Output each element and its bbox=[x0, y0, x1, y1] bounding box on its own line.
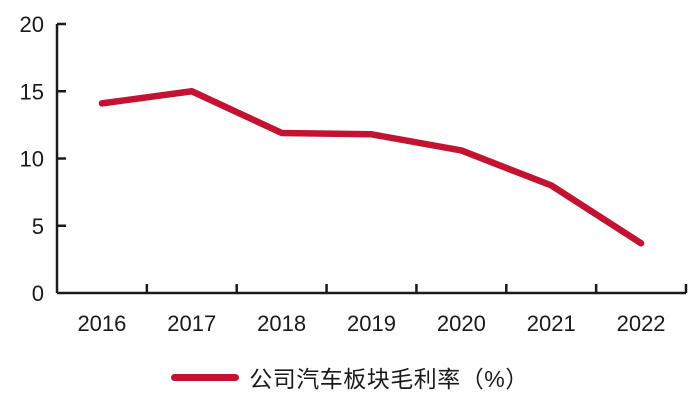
gross-margin-line bbox=[98, 88, 645, 247]
legend-label: 公司汽车板块毛利率（%） bbox=[249, 366, 529, 392]
legend-line-swatch bbox=[171, 373, 240, 381]
y-tick-label: 0 bbox=[32, 281, 44, 306]
y-tick-label: 20 bbox=[20, 12, 44, 37]
y-tick-label: 15 bbox=[20, 79, 44, 104]
line-chart: 0 5 10 15 20 2016 2017 2018 2019 2020 2021 2022 bbox=[20, 12, 688, 336]
x-tick-label: 2022 bbox=[617, 311, 666, 336]
y-tick-label: 10 bbox=[20, 147, 44, 172]
legend: 公司汽车板块毛利率（%） bbox=[0, 360, 700, 394]
y-tick-label: 5 bbox=[32, 214, 44, 239]
x-tick-label: 2021 bbox=[527, 311, 576, 336]
x-tick-label: 2017 bbox=[167, 311, 216, 336]
x-tick-label: 2019 bbox=[347, 311, 396, 336]
x-tick-label: 2016 bbox=[77, 311, 126, 336]
x-tick-label: 2020 bbox=[437, 311, 486, 336]
x-tick-label: 2018 bbox=[257, 311, 306, 336]
